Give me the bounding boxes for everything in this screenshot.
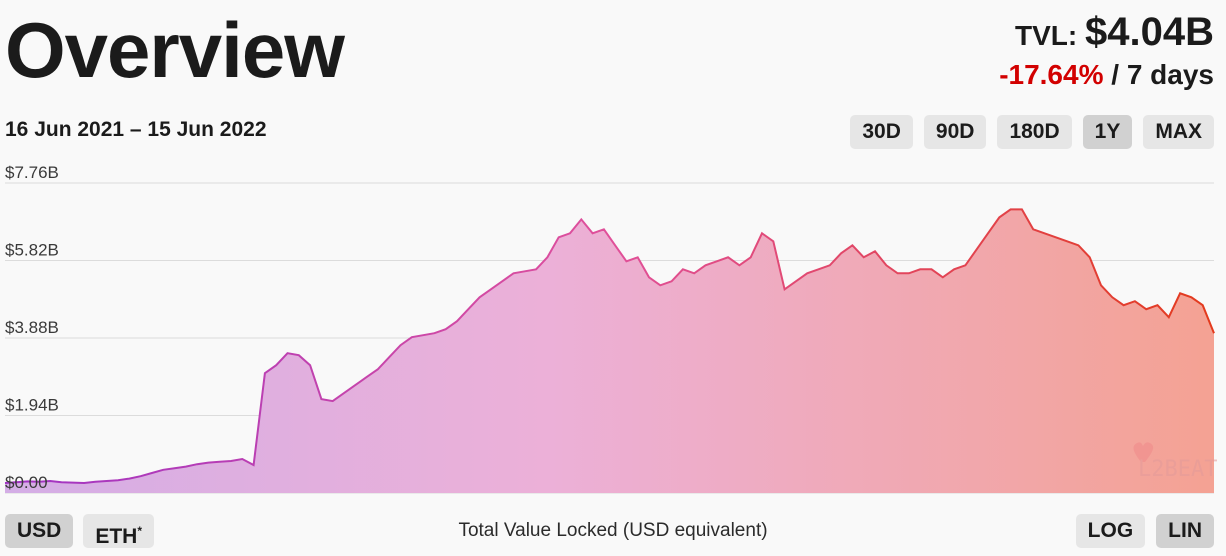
range-button-1y[interactable]: 1Y <box>1082 115 1133 149</box>
y-axis-labels: $7.76B $5.82B $3.88B $1.94B $0.00 <box>5 163 59 492</box>
currency-button-usd[interactable]: USD <box>5 514 74 548</box>
watermark-logo: L2BEAT <box>1133 442 1217 482</box>
scale-button-lin[interactable]: LIN <box>1156 514 1214 548</box>
eth-footnote-mark: * <box>137 524 143 538</box>
tvl-label: TVL: <box>1015 20 1078 51</box>
range-button-30d[interactable]: 30D <box>850 115 913 149</box>
tvl-chart-svg: $7.76B $5.82B $3.88B $1.94B $0.00 L2BEAT <box>4 163 1217 494</box>
y-tick-label: $3.88B <box>5 318 59 337</box>
tvl-line <box>4 208 1215 485</box>
scale-toggle: LOG LIN <box>1075 514 1214 548</box>
heart-icon <box>1133 442 1154 462</box>
tvl-change: -17.64% <box>999 59 1104 90</box>
tvl-area <box>5 209 1214 493</box>
tvl-change-period: / 7 days <box>1111 59 1214 90</box>
range-button-max[interactable]: MAX <box>1143 115 1214 149</box>
watermark-text: L2BEAT <box>1138 457 1217 482</box>
y-tick-label: $7.76B <box>5 163 59 182</box>
eth-label: ETH <box>95 525 138 548</box>
chart-caption: Total Value Locked (USD equivalent) <box>458 520 768 541</box>
range-button-90d[interactable]: 90D <box>923 115 987 149</box>
currency-button-eth[interactable]: ETH* <box>83 514 155 548</box>
date-range: 16 Jun 2021 – 15 Jun 2022 <box>5 118 267 141</box>
page-title: Overview <box>5 6 345 94</box>
tvl-value: $4.04B <box>1085 10 1214 54</box>
tvl-summary: TVL: $4.04B -17.64% / 7 days <box>999 10 1214 92</box>
scale-button-log[interactable]: LOG <box>1075 514 1146 548</box>
y-tick-label: $5.82B <box>5 241 59 260</box>
currency-toggle: USD ETH* <box>5 514 155 548</box>
range-buttons: 30D 90D 180D 1Y MAX <box>850 115 1214 149</box>
y-tick-label: $1.94B <box>5 396 59 415</box>
y-tick-label: $0.00 <box>5 473 48 492</box>
tvl-chart: $7.76B $5.82B $3.88B $1.94B $0.00 L2BEAT <box>0 160 1226 505</box>
range-button-180d[interactable]: 180D <box>997 115 1072 149</box>
